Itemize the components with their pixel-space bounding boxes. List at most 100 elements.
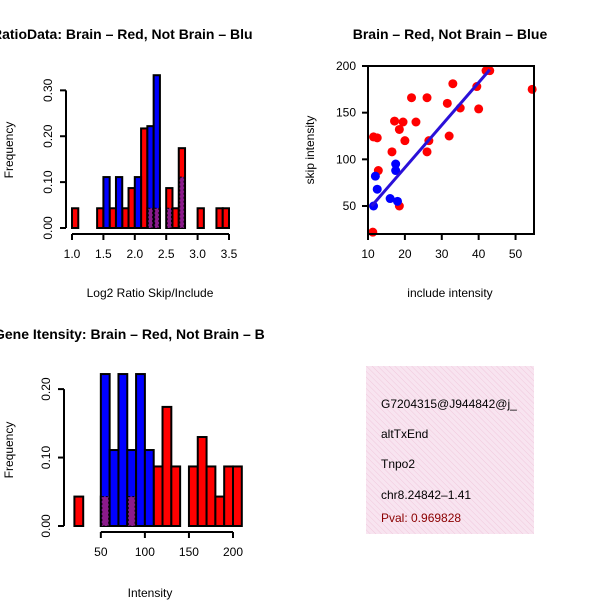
scatter-point-not-brain-5 — [391, 159, 401, 169]
info-panel: G7204315@J944842@j_ altTxEnd Tnpo2 chr8.… — [366, 366, 534, 534]
intensity-xlabel: Intensity — [128, 586, 173, 600]
scatter-point-brain-8 — [400, 136, 410, 146]
scatter-x-tick-label-0: 10 — [361, 247, 375, 261]
scatter-y-tick-label-1: 100 — [336, 152, 356, 166]
intensity-y-tick-label-2: 0.20 — [39, 377, 53, 401]
info-location: chr8.24842–1.41 — [381, 488, 471, 502]
ratio-title: RatioData: Brain – Red, Not Brain – Blu — [0, 26, 253, 42]
ratio-bar-not-brain-1 — [114, 176, 124, 229]
scatter-ylabel: skip intensity — [303, 116, 317, 185]
ratio-overlap-bar-3 — [179, 176, 185, 229]
ratio-y-tick-label-2: 0.20 — [41, 124, 55, 148]
scatter-y-tick-label-2: 150 — [336, 106, 356, 120]
scatter-point-brain-9 — [407, 93, 417, 103]
intensity-x-tick-label-2: 150 — [179, 545, 199, 559]
scatter-point-not-brain-3 — [385, 194, 395, 204]
scatter-point-brain-15 — [444, 131, 454, 141]
intensity-bar-brain-7 — [196, 436, 208, 527]
ratio-bar-not-brain-0 — [102, 176, 111, 229]
ratio-x-tick-label-4: 3.0 — [189, 247, 206, 261]
ratio-bar-brain-13 — [221, 207, 231, 229]
scatter-title: Brain – Red, Not Brain – Blue — [353, 26, 548, 42]
scatter-point-brain-5 — [394, 124, 404, 134]
intensity-bar-not-brain-1 — [108, 449, 120, 528]
info-id: G7204315@J944842@j_ — [381, 397, 517, 411]
scatter-point-brain-7 — [398, 117, 408, 127]
ratio-y-tick-label-3: 0.30 — [41, 78, 55, 102]
intensity-bar-brain-6 — [187, 465, 199, 528]
intensity-bar-not-brain-2 — [117, 373, 129, 528]
ratio-bar-brain-0 — [71, 207, 80, 229]
scatter-frame — [367, 65, 535, 235]
scatter-marks — [368, 66, 537, 237]
info-pval: Pval: 0.969828 — [381, 511, 461, 525]
intensity-bar-brain-5 — [170, 465, 182, 528]
scatter-point-brain-11 — [422, 93, 432, 103]
ratio-x-tick-label-5: 3.5 — [221, 247, 238, 261]
scatter-point-brain-4 — [390, 116, 400, 126]
scatter-fit-line — [370, 68, 491, 207]
ratio-y-tick-label-1: 0.10 — [41, 170, 55, 194]
scatter-point-not-brain-4 — [391, 166, 401, 176]
scatter-point-brain-12 — [422, 147, 432, 157]
scatter-point-brain-23 — [368, 227, 378, 237]
scatter-plot: Brain – Red, Not Brain – Blue 10 20 30 40 50… — [303, 26, 547, 300]
intensity-y-tick-label-1: 0.10 — [39, 446, 53, 470]
ratio-overlap-bar-1 — [154, 207, 160, 229]
info-type: altTxEnd — [381, 427, 428, 441]
ratio-y-tick-label-0: 0.00 — [41, 216, 55, 240]
scatter-point-brain-1 — [372, 133, 382, 143]
ratio-x-tick-label-1: 1.5 — [95, 247, 112, 261]
ratio-overlap-bar-0 — [147, 207, 154, 229]
ratio-histogram: RatioData: Brain – Red, Not Brain – Blu … — [0, 26, 253, 300]
intensity-bar-brain-4 — [161, 405, 173, 528]
intensity-title: Gene Itensity: Brain – Red, Not Brain – … — [0, 326, 265, 342]
ratio-x-tick-label-2: 2.0 — [126, 247, 143, 261]
intensity-x-tick-label-3: 200 — [223, 545, 243, 559]
ratio-bars — [71, 74, 231, 229]
intensity-ylabel: Frequency — [2, 422, 16, 479]
scatter-y-tick-label-0: 50 — [343, 199, 357, 213]
intensity-overlap-bar-0 — [101, 496, 110, 527]
scatter-point-brain-3 — [387, 147, 397, 157]
intensity-bars — [73, 373, 243, 528]
ratio-axes: 0.00 0.10 0.20 0.30 1.0 1.5 2.0 2.5 3.0 3.5 — [41, 78, 238, 261]
ratio-x-tick-label-0: 1.0 — [64, 247, 81, 261]
intensity-bar-brain-10 — [223, 465, 235, 528]
intensity-x-tick-label-0: 50 — [94, 545, 108, 559]
info-box — [366, 366, 534, 534]
scatter-point-brain-22 — [527, 84, 537, 94]
intensity-bar-not-brain-4 — [135, 373, 146, 528]
intensity-bar-brain-8 — [205, 465, 217, 528]
scatter-point-brain-19 — [474, 104, 484, 114]
ratio-overlap-bar-2 — [166, 207, 172, 229]
scatter-y-tick-label-3: 200 — [336, 59, 356, 73]
scatter-point-not-brain-1 — [370, 171, 380, 181]
scatter-x-tick-label-2: 30 — [435, 247, 449, 261]
ratio-xlabel: Log2 Ratio Skip/Include — [87, 286, 214, 300]
scatter-point-brain-16 — [448, 79, 458, 89]
intensity-overlap-bar-1 — [127, 496, 136, 527]
ratio-bar-brain-11 — [196, 207, 205, 229]
scatter-x-tick-label-3: 40 — [472, 247, 486, 261]
scatter-point-not-brain-6 — [393, 196, 403, 206]
intensity-bar-brain-11 — [232, 465, 243, 528]
intensity-bar-brain-0 — [73, 495, 85, 527]
scatter-xlabel: include intensity — [407, 286, 492, 300]
ratio-ylabel: Frequency — [2, 122, 16, 179]
intensity-bar-brain-9 — [214, 495, 226, 527]
ratio-bar-not-brain-4 — [152, 74, 161, 229]
intensity-bar-brain-3 — [152, 465, 164, 528]
scatter-point-brain-10 — [411, 117, 421, 127]
intensity-x-tick-label-1: 100 — [135, 545, 155, 559]
ratio-bar-not-brain-2 — [133, 176, 143, 229]
scatter-x-tick-label-4: 50 — [509, 247, 523, 261]
scatter-x-tick-label-1: 20 — [398, 247, 412, 261]
intensity-histogram: Gene Itensity: Brain – Red, Not Brain – … — [0, 326, 265, 600]
intensity-y-tick-label-0: 0.00 — [39, 514, 53, 538]
scatter-point-brain-14 — [442, 98, 452, 108]
scatter-axes: 10 20 30 40 50 50 100 150 200 — [336, 59, 535, 261]
ratio-x-tick-label-3: 2.5 — [158, 247, 175, 261]
scatter-point-not-brain-2 — [372, 184, 382, 194]
